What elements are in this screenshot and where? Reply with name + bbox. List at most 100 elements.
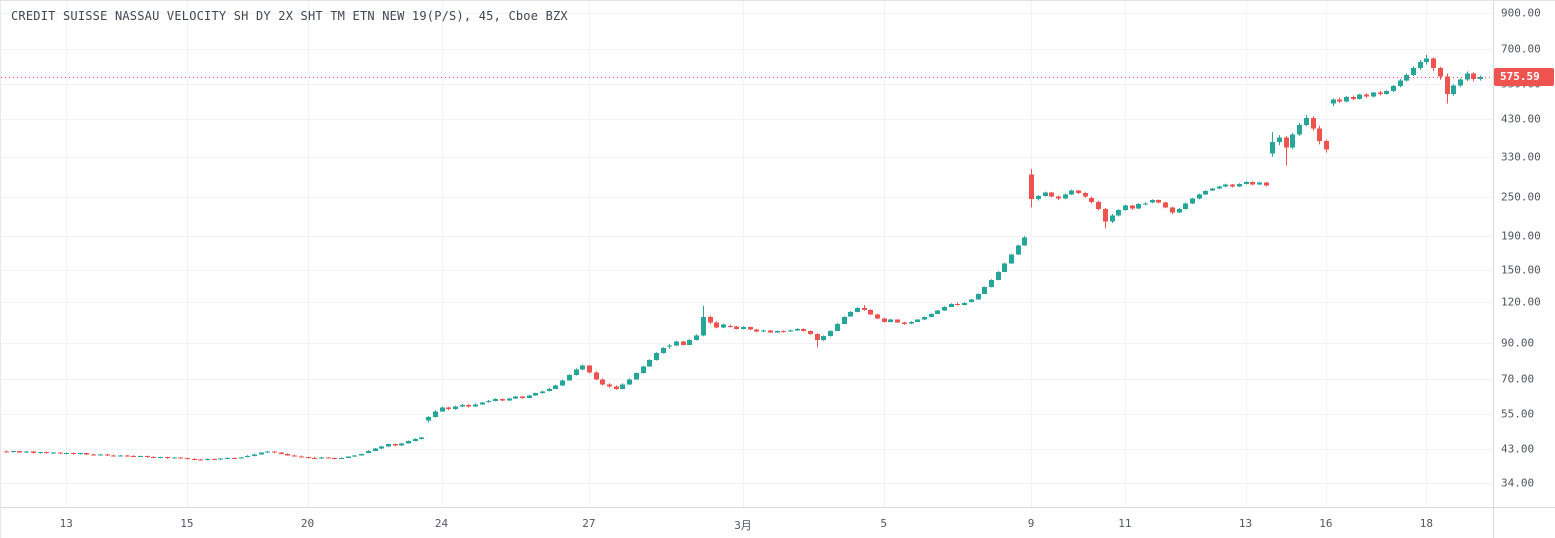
candle: [118, 454, 123, 457]
candle: [71, 452, 76, 455]
candle: [366, 450, 371, 454]
candle: [1451, 84, 1456, 96]
candle: [1103, 207, 1108, 229]
candle: [801, 328, 806, 332]
candle: [982, 286, 987, 295]
candle: [138, 455, 143, 458]
candle: [748, 326, 753, 331]
candle: [399, 442, 404, 446]
time-axis-label: 13: [59, 517, 73, 530]
price-axis-label: 90.00: [1501, 336, 1535, 350]
candle: [1197, 193, 1202, 200]
candle: [58, 452, 63, 455]
price-chart-svg[interactable]: [1, 1, 1493, 507]
time-axis-label: 18: [1419, 517, 1434, 530]
candle: [145, 455, 150, 458]
candle: [205, 458, 210, 461]
candle: [84, 452, 89, 455]
candle: [1297, 122, 1302, 136]
time-axis[interactable]: 13 15 20 24 27 3月 5 9 11 13 16 18: [1, 507, 1493, 538]
candle: [761, 329, 766, 333]
candle: [594, 371, 599, 381]
candle: [346, 456, 351, 459]
candle: [339, 457, 344, 460]
price-axis-label: 120.00: [1501, 295, 1541, 309]
candle: [989, 279, 994, 288]
candle: [440, 406, 445, 412]
candle: [1357, 93, 1362, 100]
candle: [493, 398, 498, 402]
candle: [935, 310, 940, 315]
candle: [98, 453, 103, 456]
candle: [312, 457, 317, 459]
candle: [560, 379, 565, 386]
candle: [218, 458, 223, 460]
candle: [540, 390, 545, 394]
candle: [1458, 78, 1463, 87]
candle: [888, 318, 893, 323]
candle: [1431, 57, 1436, 72]
candle: [379, 445, 384, 450]
candle: [1324, 139, 1329, 153]
candle: [31, 451, 36, 454]
candle: [781, 330, 786, 333]
candle: [969, 298, 974, 303]
time-axis-label: 13: [1238, 517, 1253, 530]
candle: [600, 378, 605, 386]
candle: [232, 457, 237, 459]
candle: [634, 372, 639, 380]
price-axis-label: 190.00: [1501, 229, 1541, 243]
candle: [741, 326, 746, 330]
candle: [131, 455, 136, 458]
candle: [259, 452, 264, 455]
candle: [641, 365, 646, 374]
candle: [607, 383, 612, 388]
time-axis-label: 24: [434, 517, 449, 530]
candle: [507, 397, 512, 401]
candlestick-series: [4, 54, 1483, 461]
candle: [882, 317, 887, 323]
candle: [1163, 201, 1168, 209]
candle: [292, 454, 297, 457]
candle: [373, 447, 378, 452]
candle: [285, 453, 290, 456]
candle: [151, 456, 156, 459]
candle: [1002, 262, 1007, 273]
candle: [714, 321, 719, 329]
candle: [808, 330, 813, 335]
candle: [192, 458, 197, 460]
candle: [125, 454, 130, 457]
price-axis-label: 900.00: [1501, 6, 1541, 20]
candle: [795, 328, 800, 331]
time-axis-label: 27: [582, 517, 596, 530]
candle: [1438, 66, 1443, 80]
candle: [1016, 244, 1021, 255]
candle: [788, 329, 793, 333]
candle: [868, 309, 873, 316]
candle: [728, 324, 733, 328]
time-axis-label: 15: [180, 517, 194, 530]
candle: [1223, 183, 1228, 188]
price-axis-label: 250.00: [1501, 190, 1541, 204]
candle: [1364, 93, 1369, 98]
time-axis-label: 5: [880, 517, 887, 530]
candle: [172, 457, 177, 459]
candle: [486, 399, 491, 403]
candle: [386, 443, 391, 447]
candle: [821, 335, 826, 341]
candle: [902, 321, 907, 325]
candle: [855, 307, 860, 313]
symbol-legend[interactable]: CREDIT SUISSE NASSAU VELOCITY SH DY 2X S…: [11, 9, 568, 23]
candle: [708, 315, 713, 325]
candle: [1089, 196, 1094, 204]
candle: [460, 404, 465, 408]
candle: [433, 410, 438, 418]
candle: [1083, 192, 1088, 198]
candle: [1331, 98, 1336, 107]
candle: [915, 319, 920, 323]
candle: [1478, 75, 1483, 81]
candle: [687, 339, 692, 346]
chart-plot-area[interactable]: [1, 1, 1493, 507]
candle: [875, 313, 880, 320]
candle: [848, 311, 853, 317]
